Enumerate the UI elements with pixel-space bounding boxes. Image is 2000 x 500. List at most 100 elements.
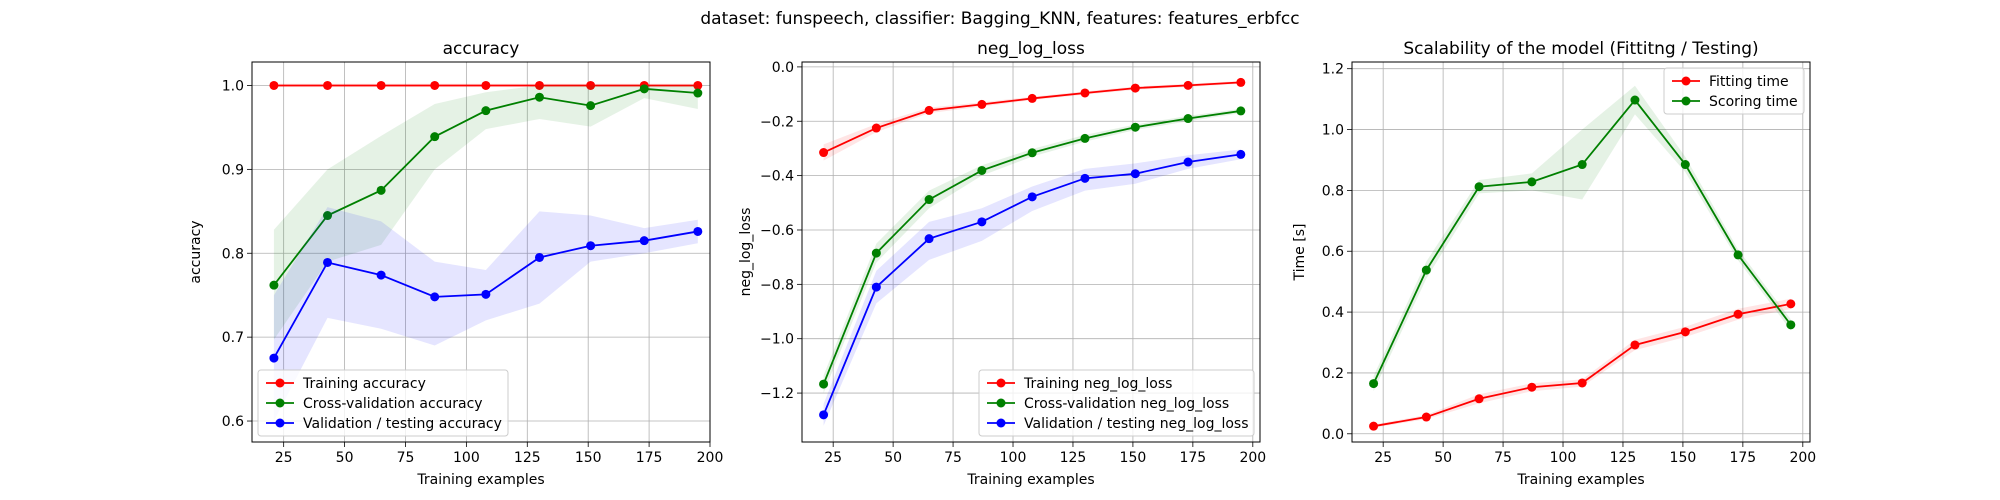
x-tick-label: 50 <box>884 450 902 466</box>
data-point <box>1027 148 1037 158</box>
data-point <box>924 105 934 115</box>
y-tick-label: 1.0 <box>222 78 244 94</box>
y-tick-label: −0.2 <box>760 114 794 130</box>
data-point <box>1527 382 1537 392</box>
data-point <box>481 289 491 299</box>
series-1 <box>269 80 703 90</box>
subplot-3: 25 50 75 100 125 150 175 200 0.0 0.2 0.4 0.6 0.8 1.0 1… <box>1292 39 1816 488</box>
data-point <box>871 123 881 133</box>
subplot-2: 25 50 75 100 125 150 175 200 −1.2 −1.0 −0.8 −0.6 −0.… <box>738 39 1266 488</box>
x-axis-label: Training examples <box>416 472 544 488</box>
data-point <box>376 185 386 195</box>
gridlines <box>1352 62 1810 442</box>
legend-marker <box>275 398 285 408</box>
y-tick-label: −0.6 <box>760 223 794 239</box>
data-point <box>269 353 279 363</box>
subplot-title: neg_log_loss <box>977 39 1085 59</box>
data-point <box>376 80 386 90</box>
series-3 <box>269 207 703 422</box>
data-point <box>323 211 333 221</box>
y-axis-label: Time [s] <box>1292 224 1308 282</box>
x-axis-label: Training examples <box>1516 472 1644 488</box>
axes-frame <box>1351 61 1811 443</box>
data-point <box>871 282 881 292</box>
series-3 <box>819 149 1246 426</box>
subplots: 25 50 75 100 125 150 175 200 0.6 0.7 0.8 0.9 1.0 accu… <box>188 39 1816 488</box>
x-tick-label: 50 <box>1434 450 1452 466</box>
legend-label: Validation / testing accuracy <box>303 416 502 432</box>
legend: Fitting time Scoring time <box>1663 67 1805 115</box>
y-tick-label: 0.6 <box>1322 244 1344 260</box>
data-point <box>693 80 703 90</box>
series-2 <box>819 106 1246 394</box>
y-tick-label: 0.0 <box>772 60 794 76</box>
data-point <box>323 257 333 267</box>
x-tick-label: 25 <box>1374 450 1392 466</box>
x-tick-label: 200 <box>697 450 724 466</box>
x-tick-label: 75 <box>944 450 962 466</box>
x-tick-label: 150 <box>1120 450 1147 466</box>
data-point <box>1183 114 1193 124</box>
legend-label: Scoring time <box>1709 94 1798 110</box>
legend-box <box>1663 67 1805 115</box>
data-point <box>1130 122 1140 132</box>
data-point <box>323 80 333 90</box>
data-point <box>639 84 649 94</box>
x-tick-label: 125 <box>1060 450 1087 466</box>
data-point <box>1474 394 1484 404</box>
data-point <box>1027 93 1037 103</box>
y-axis-label: neg_log_loss <box>738 208 754 297</box>
y-tick-label: 0.9 <box>222 162 244 178</box>
y-tick-label: −1.2 <box>760 386 794 402</box>
y-tick-label: −0.4 <box>760 169 794 185</box>
data-point <box>1236 149 1246 159</box>
subplot-title: Scalability of the model (Fittitng / Tes… <box>1403 39 1758 59</box>
data-point <box>924 195 934 205</box>
data-point <box>639 236 649 246</box>
data-point <box>819 410 829 420</box>
data-point <box>1786 299 1796 309</box>
data-point <box>481 80 491 90</box>
data-point <box>1130 169 1140 179</box>
x-tick-label: 200 <box>1239 450 1266 466</box>
confidence-band <box>273 85 698 340</box>
legend-item: Validation / testing neg_log_loss <box>987 416 1249 432</box>
legend-item: Fitting time <box>1672 74 1789 90</box>
data-point <box>1577 378 1587 388</box>
subplot-1: 25 50 75 100 125 150 175 200 0.6 0.7 0.8 0.9 1.0 accu… <box>188 39 723 488</box>
subplot-title: accuracy <box>443 39 520 59</box>
data-point <box>924 234 934 244</box>
data-point <box>430 292 440 302</box>
figure-suptitle: dataset: funspeech, classifier: Bagging_… <box>700 9 1299 29</box>
data-point <box>376 270 386 280</box>
x-tick-label: 75 <box>1494 450 1512 466</box>
legend-marker <box>996 398 1006 408</box>
legend-item: Training accuracy <box>266 376 426 392</box>
data-point <box>819 379 829 389</box>
data-point <box>1680 327 1690 337</box>
data-point <box>977 165 987 175</box>
x-tick-label: 125 <box>1610 450 1637 466</box>
y-tick-label: 1.0 <box>1322 123 1344 139</box>
legend-marker <box>1681 96 1691 106</box>
y-axis-label: accuracy <box>188 220 204 283</box>
legend-item: Training neg_log_loss <box>987 376 1172 392</box>
x-tick-label: 25 <box>275 450 293 466</box>
series-2 <box>1369 85 1796 392</box>
data-point <box>1236 106 1246 116</box>
x-tick-label: 175 <box>1729 450 1756 466</box>
legend-item: Cross-validation neg_log_loss <box>987 396 1229 412</box>
legend-marker <box>996 418 1006 428</box>
data-point <box>977 217 987 227</box>
x-tick-label: 175 <box>1179 450 1206 466</box>
legend-marker <box>996 378 1006 388</box>
y-tick-label: −0.8 <box>760 277 794 293</box>
data-point <box>1080 133 1090 143</box>
x-tick-label: 100 <box>1550 450 1577 466</box>
data-point <box>430 80 440 90</box>
y-tick-label: 0.8 <box>1322 183 1344 199</box>
y-tick-label: 0.2 <box>1322 366 1344 382</box>
legend-label: Cross-validation neg_log_loss <box>1024 396 1229 412</box>
data-point <box>1236 77 1246 87</box>
y-tick-label: 0.0 <box>1322 427 1344 443</box>
